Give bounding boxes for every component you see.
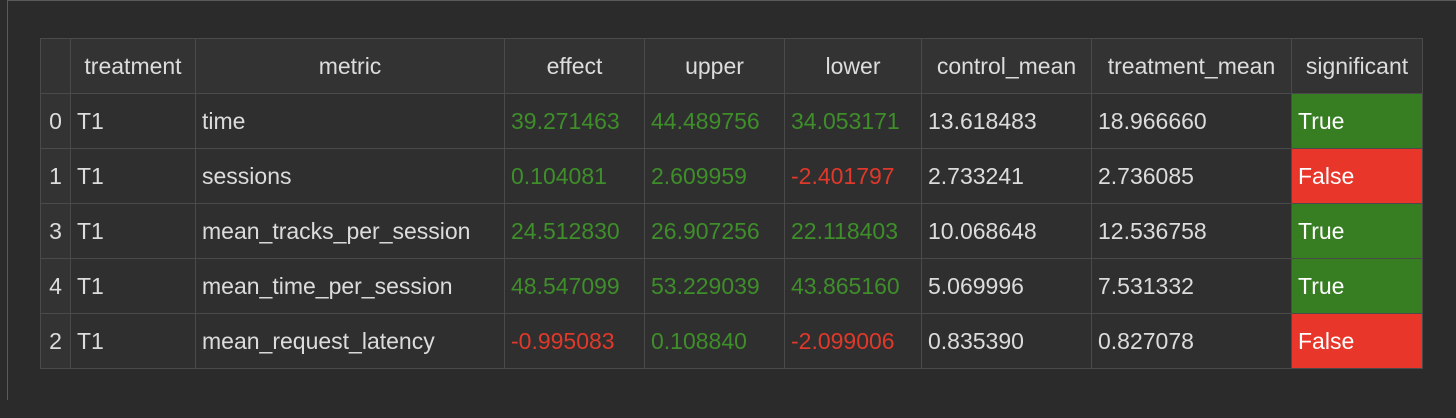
header-index [40,38,71,94]
cell-treatment: T1 [70,93,196,149]
cell-lower: -2.401797 [784,148,922,204]
cell-metric: mean_request_latency [195,313,505,369]
cell-significant: False [1291,313,1423,369]
cell-treatment: T1 [70,313,196,369]
row-index: 1 [40,148,71,204]
cell-treatment: T1 [70,148,196,204]
cell-lower: -2.099006 [784,313,922,369]
cell-control-mean: 13.618483 [921,93,1092,149]
cell-treatment-mean: 2.736085 [1091,148,1292,204]
cell-effect: -0.995083 [504,313,645,369]
cell-metric: mean_tracks_per_session [195,203,505,259]
header-lower: lower [784,38,922,94]
header-significant: significant [1291,38,1423,94]
cell-metric: sessions [195,148,505,204]
cell-effect: 0.104081 [504,148,645,204]
cell-effect: 48.547099 [504,258,645,314]
cell-upper: 0.108840 [644,313,785,369]
header-control-mean: control_mean [921,38,1092,94]
cell-effect: 39.271463 [504,93,645,149]
row-index: 2 [40,313,71,369]
header-upper: upper [644,38,785,94]
cell-significant: True [1291,258,1423,314]
header-metric: metric [195,38,505,94]
cell-treatment: T1 [70,258,196,314]
table-row: 1 T1 sessions 0.104081 2.609959 -2.40179… [40,148,1423,204]
cell-upper: 26.907256 [644,203,785,259]
table-row: 0 T1 time 39.271463 44.489756 34.053171 … [40,93,1423,149]
cell-lower: 34.053171 [784,93,922,149]
cell-treatment-mean: 18.966660 [1091,93,1292,149]
cell-significant: False [1291,148,1423,204]
notebook-output-frame [7,0,1456,400]
header-treatment: treatment [70,38,196,94]
cell-treatment: T1 [70,203,196,259]
cell-control-mean: 0.835390 [921,313,1092,369]
table-row: 2 T1 mean_request_latency -0.995083 0.10… [40,313,1423,369]
cell-treatment-mean: 0.827078 [1091,313,1292,369]
cell-metric: mean_time_per_session [195,258,505,314]
cell-treatment-mean: 7.531332 [1091,258,1292,314]
cell-significant: True [1291,203,1423,259]
cell-lower: 43.865160 [784,258,922,314]
cell-control-mean: 2.733241 [921,148,1092,204]
header-effect: effect [504,38,645,94]
table-row: 4 T1 mean_time_per_session 48.547099 53.… [40,258,1423,314]
cell-metric: time [195,93,505,149]
row-index: 0 [40,93,71,149]
table-header-row: treatment metric effect upper lower cont… [40,38,1423,94]
cell-treatment-mean: 12.536758 [1091,203,1292,259]
cell-significant: True [1291,93,1423,149]
cell-control-mean: 5.069996 [921,258,1092,314]
table-row: 3 T1 mean_tracks_per_session 24.512830 2… [40,203,1423,259]
cell-control-mean: 10.068648 [921,203,1092,259]
cell-upper: 53.229039 [644,258,785,314]
results-dataframe: treatment metric effect upper lower cont… [40,38,1423,369]
row-index: 3 [40,203,71,259]
row-index: 4 [40,258,71,314]
cell-upper: 44.489756 [644,93,785,149]
cell-upper: 2.609959 [644,148,785,204]
cell-effect: 24.512830 [504,203,645,259]
cell-lower: 22.118403 [784,203,922,259]
header-treatment-mean: treatment_mean [1091,38,1292,94]
